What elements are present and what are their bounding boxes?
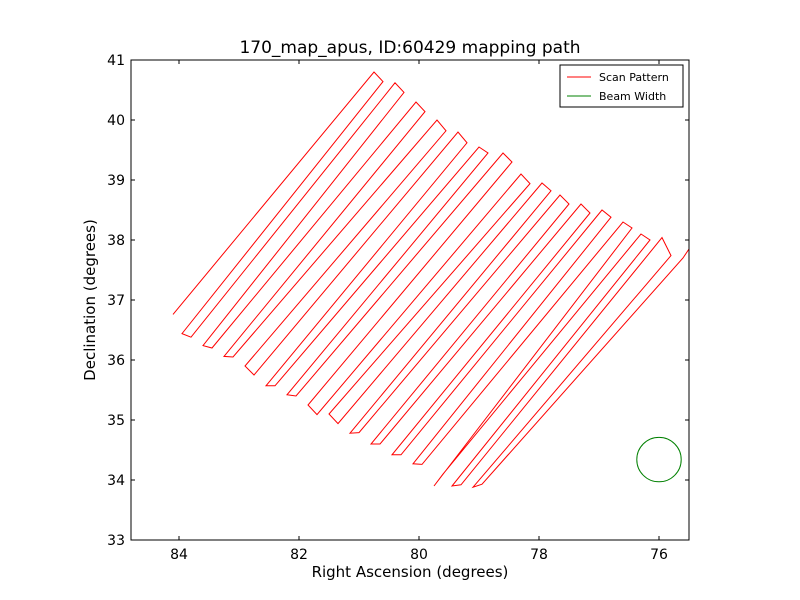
y-tick-label: 37	[107, 293, 125, 309]
y-tick-label: 40	[107, 113, 125, 129]
x-tick-label: 84	[170, 547, 188, 563]
legend-box	[559, 64, 684, 108]
scan-pattern-line	[172, 71, 689, 489]
y-tick-label: 35	[107, 413, 125, 429]
legend: Scan Pattern Beam Width	[559, 64, 684, 108]
x-tick-label: 78	[530, 547, 548, 563]
y-tick-label: 34	[107, 473, 125, 489]
y-tick-label: 33	[107, 533, 125, 549]
axis-ticks-layer: 84 82 80 78 76 33 34 35 36 37 38 39 40 41	[107, 53, 689, 563]
legend-beam-label: Beam Width	[599, 90, 666, 103]
x-axis-label: Right Ascension (degrees)	[312, 563, 509, 581]
plot-series-layer	[172, 71, 689, 489]
beam-width-circle	[636, 436, 682, 483]
y-tick-label: 41	[107, 53, 125, 69]
x-tick-label: 82	[290, 547, 308, 563]
x-tick-label: 76	[650, 547, 668, 563]
y-tick-label: 36	[107, 353, 125, 369]
legend-scan-label: Scan Pattern	[599, 71, 669, 84]
y-tick-label: 39	[107, 173, 125, 189]
chart-title: 170_map_apus, ID:60429 mapping path	[239, 38, 580, 58]
y-axis-label: Declination (degrees)	[81, 219, 99, 381]
x-tick-label: 80	[410, 547, 428, 563]
y-tick-label: 38	[107, 233, 125, 249]
